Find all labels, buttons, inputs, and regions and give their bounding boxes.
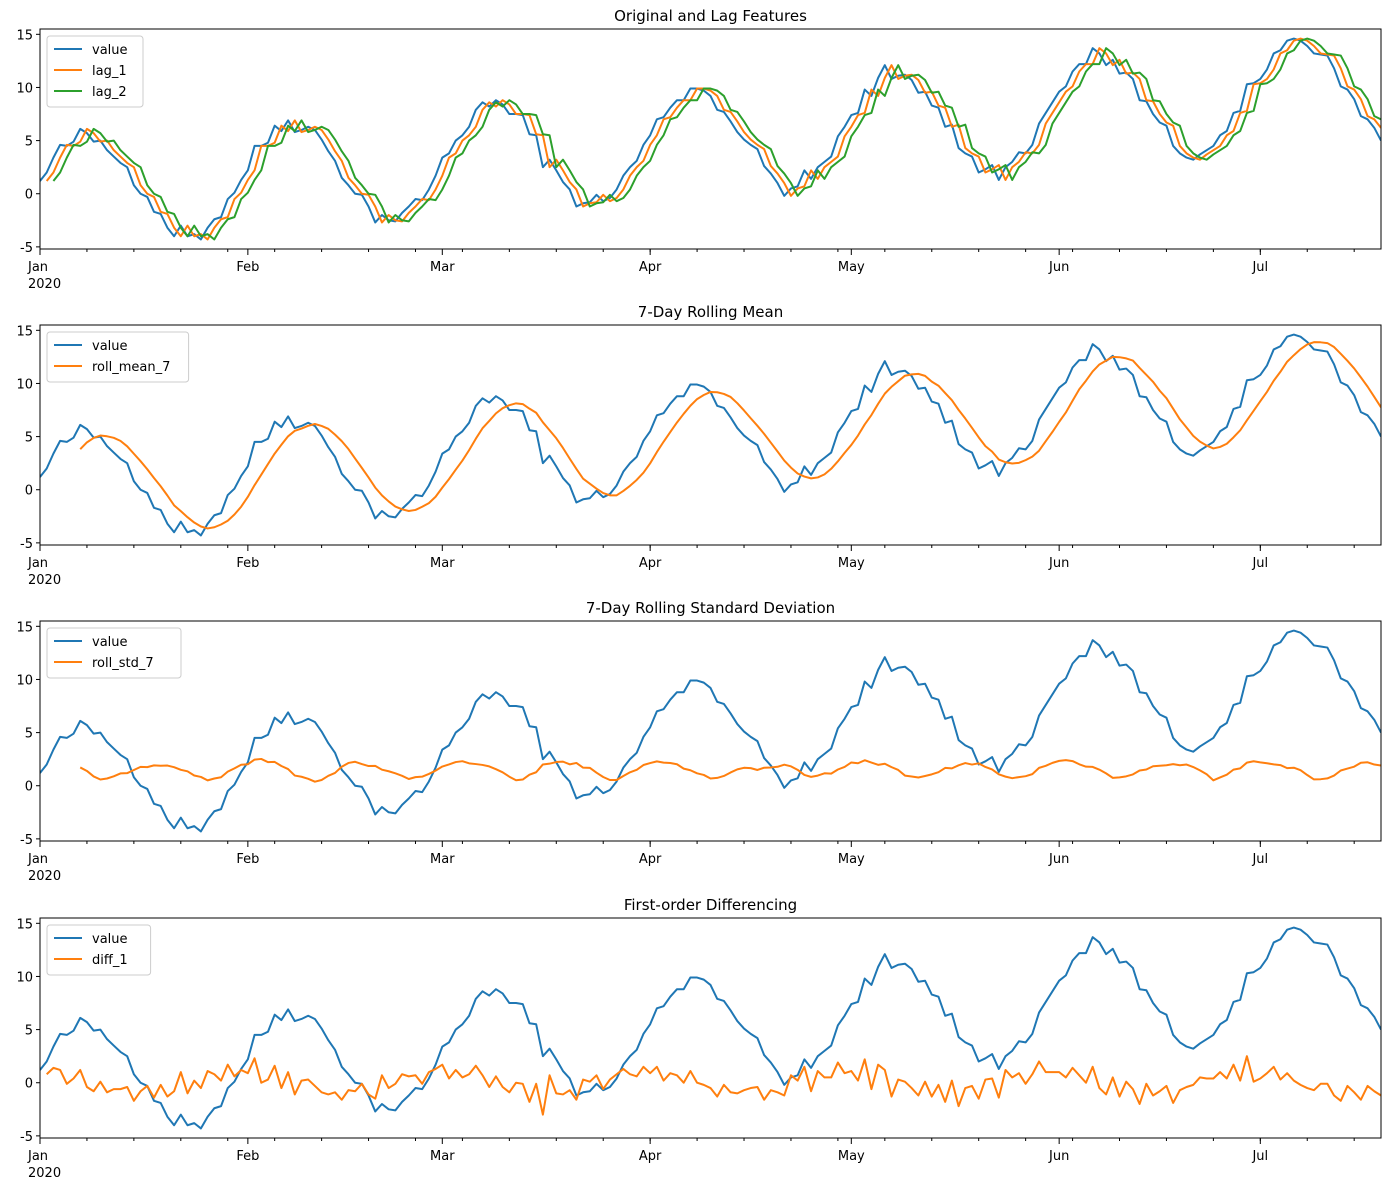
legend: value lag_1 lag_2: [46, 35, 144, 108]
x-tick-label: May: [838, 852, 865, 867]
y-tick-label: 0: [25, 780, 33, 795]
series-line-lag_2: [52, 37, 1381, 241]
y-tick-label: 0: [25, 188, 33, 203]
series-line-value: [40, 926, 1381, 1130]
y-tick-label: 15: [16, 28, 33, 43]
axes-frame: [39, 917, 1382, 1139]
axes-frame: [39, 620, 1382, 842]
x-tick-label: Jul: [1251, 852, 1268, 867]
x-tick-label: Apr: [639, 556, 662, 571]
x-tick-label: Mar: [430, 1149, 455, 1164]
subplot-title: Original and Lag Features: [614, 7, 807, 25]
legend: value diff_1: [46, 924, 152, 976]
subplot-title: 7-Day Rolling Standard Deviation: [586, 599, 835, 617]
subplot-title: First-order Differencing: [624, 896, 797, 914]
legend-label: lag_1: [92, 64, 127, 79]
legend-label: lag_2: [92, 85, 127, 100]
legend-box: [46, 331, 190, 383]
x-tick-label: May: [838, 1149, 865, 1164]
x-tick-label: Feb: [236, 1149, 259, 1164]
y-tick-label: 0: [25, 484, 33, 499]
legend-label: roll_std_7: [92, 656, 154, 671]
x-tick-label: Feb: [236, 260, 259, 275]
y-tick-label: 10: [16, 970, 33, 985]
legend-box: [46, 35, 144, 108]
y-tick-label: 15: [16, 324, 33, 339]
x-tick-label: Jan: [27, 556, 48, 571]
x-tick-label: Mar: [430, 852, 455, 867]
y-tick-label: -5: [20, 1130, 33, 1145]
x-tick-label: Jul: [1251, 1149, 1268, 1164]
subplot-2: 7-Day Rolling Mean -5 0 5 10 15 Jan 2020 Feb Mar A…: [16, 303, 1382, 588]
x-tick-label: Jul: [1251, 260, 1268, 275]
plot-area: [40, 629, 1381, 833]
x-tick-label: Apr: [639, 1149, 662, 1164]
plot-area: [40, 333, 1381, 537]
x-tick-label: Mar: [430, 260, 455, 275]
x-year-label: 2020: [28, 1166, 61, 1181]
x-year-label: 2020: [28, 573, 61, 588]
legend-label: diff_1: [92, 953, 128, 968]
subplot-4: First-order Differencing -5 0 5 10 15 Jan 2020 F…: [16, 896, 1382, 1181]
x-year-label: 2020: [28, 869, 61, 884]
y-tick-label: 10: [16, 81, 33, 96]
x-tick-label: Jan: [27, 852, 48, 867]
legend-label: value: [92, 43, 128, 58]
x-tick-label: Jun: [1048, 260, 1069, 275]
series-line-roll_std_7: [79, 757, 1381, 783]
x-tick-label: Jun: [1048, 852, 1069, 867]
series-line-lag_1: [45, 37, 1381, 241]
x-tick-label: Mar: [430, 556, 455, 571]
legend-label: value: [92, 932, 128, 947]
y-tick-label: 5: [25, 1024, 33, 1039]
y-tick-label: 10: [16, 673, 33, 688]
legend-label: roll_mean_7: [92, 360, 170, 375]
plot-area: [40, 37, 1381, 241]
plot-area: [40, 926, 1381, 1130]
y-tick-label: 5: [25, 135, 33, 150]
legend: value roll_std_7: [46, 627, 182, 679]
x-tick-label: Feb: [236, 556, 259, 571]
legend-label: value: [92, 339, 128, 354]
y-tick-label: 15: [16, 917, 33, 932]
series-line-value: [40, 629, 1381, 833]
x-tick-label: Feb: [236, 852, 259, 867]
series-line-value: [40, 37, 1381, 241]
x-tick-label: Jul: [1251, 556, 1268, 571]
subplot-title: 7-Day Rolling Mean: [638, 303, 783, 321]
x-tick-label: Jan: [27, 1149, 48, 1164]
series-line-diff_1: [46, 1055, 1381, 1116]
y-tick-label: 10: [16, 377, 33, 392]
y-tick-label: -5: [20, 241, 33, 256]
legend-label: value: [92, 635, 128, 650]
x-tick-label: May: [838, 260, 865, 275]
series-line-roll_mean_7: [79, 341, 1381, 530]
subplot-3: 7-Day Rolling Standard Deviation -5 0 5 10 15…: [16, 599, 1382, 884]
y-tick-label: 5: [25, 431, 33, 446]
y-tick-label: 0: [25, 1077, 33, 1092]
y-tick-label: 5: [25, 727, 33, 742]
axes-frame: [39, 28, 1382, 250]
x-tick-label: Jan: [27, 260, 48, 275]
subplot-1: Original and Lag Features -5 0 5 10 15 Jan 2020…: [16, 7, 1382, 292]
y-tick-label: -5: [20, 537, 33, 552]
legend: value roll_mean_7: [46, 331, 190, 383]
x-tick-label: Apr: [639, 852, 662, 867]
x-tick-label: Apr: [639, 260, 662, 275]
y-tick-label: 15: [16, 620, 33, 635]
y-tick-label: -5: [20, 833, 33, 848]
axes-frame: [39, 324, 1382, 546]
x-tick-label: Jun: [1048, 556, 1069, 571]
x-tick-label: May: [838, 556, 865, 571]
x-year-label: 2020: [28, 277, 61, 292]
x-tick-label: Jun: [1048, 1149, 1069, 1164]
